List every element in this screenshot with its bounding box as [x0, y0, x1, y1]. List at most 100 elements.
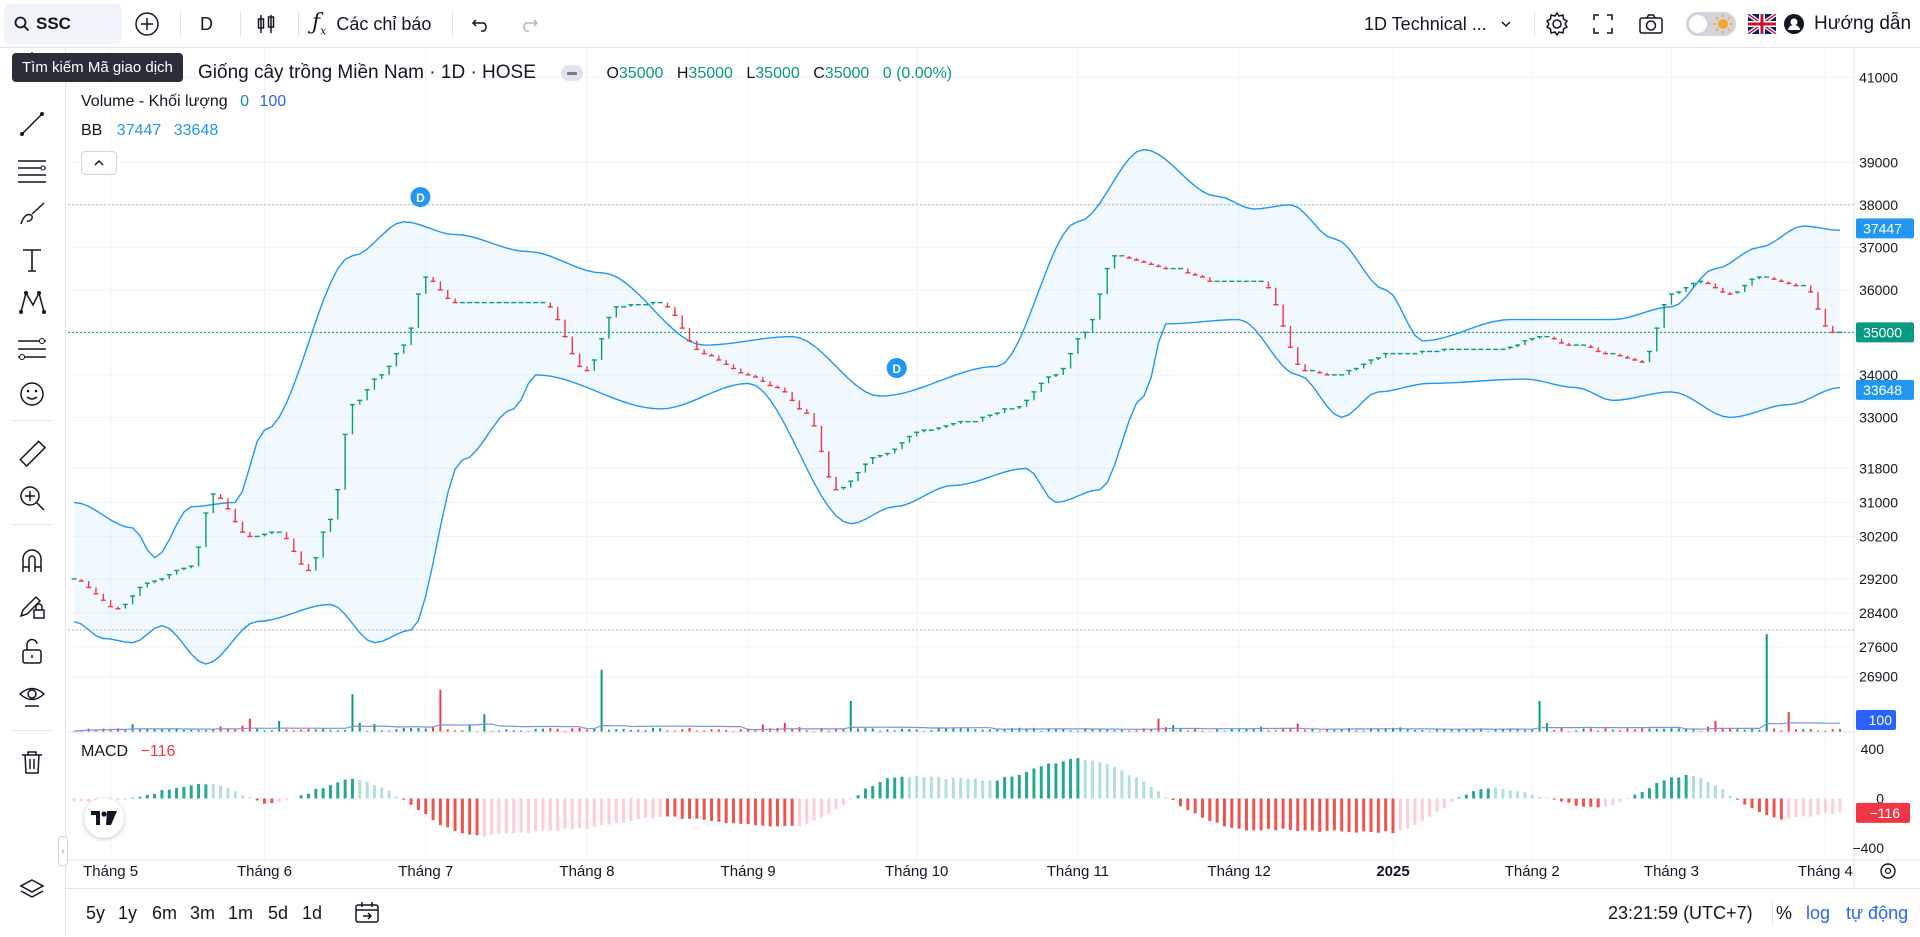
price-axis[interactable]: 4100039000380003700036000350003400033000… [1859, 69, 1898, 684]
indicators-label: Các chỉ báo [336, 13, 432, 34]
bb-lower-value: 33648 [173, 122, 219, 139]
compare-button[interactable] [134, 0, 160, 48]
pencil-lock-icon [19, 595, 45, 619]
chart-type-button[interactable] [254, 0, 278, 48]
text-tool-button[interactable] [14, 242, 50, 278]
auto-scale-button[interactable]: tự động [1846, 902, 1909, 923]
indicators-button[interactable]: ƒx Các chỉ báo [312, 0, 431, 48]
ruler-tool-button[interactable] [14, 436, 50, 472]
range-button-1d[interactable]: 1d [302, 902, 323, 923]
pattern-tool-button[interactable] [14, 284, 50, 320]
guide-button[interactable]: Hướng dẫn [1784, 0, 1911, 48]
pattern-icon [19, 290, 46, 314]
search-tooltip: Tìm kiếm Mã giao dịch [12, 53, 183, 82]
hide-drawings-button[interactable] [14, 678, 50, 714]
dividend-marker-letter: D [416, 191, 425, 205]
price-tick-label: 37000 [1859, 239, 1898, 255]
layout-name: 1D Technical ... [1364, 13, 1487, 34]
emoji-tool-button[interactable] [14, 376, 50, 412]
text-icon [23, 249, 41, 272]
toggle-track [1686, 12, 1736, 36]
price-axis-background [1854, 48, 1920, 888]
range-button-1m[interactable]: 1m [228, 902, 254, 923]
open-label: O [606, 65, 619, 82]
fullscreen-button[interactable] [1592, 0, 1614, 48]
legend-title: Giống cây trồng Miền Nam · 1D · HOSE [198, 62, 536, 83]
stay-drawing-button[interactable] [14, 588, 50, 624]
range-button-3m[interactable]: 3m [190, 902, 216, 923]
redo-button[interactable] [518, 0, 540, 48]
volume-bars [73, 634, 1841, 732]
unlock-icon [22, 638, 42, 664]
bb-label: BB [81, 122, 103, 139]
time-tick-label: 2025 [1376, 863, 1409, 880]
theme-toggle[interactable] [1686, 0, 1736, 48]
fib-tool-button[interactable] [14, 152, 50, 188]
magnet-tool-button[interactable] [14, 542, 50, 578]
language-button[interactable] [1748, 0, 1776, 48]
symbol-search[interactable]: SSC [4, 4, 122, 44]
time-axis[interactable]: Tháng 5 Tháng 6 Tháng 7 Tháng 8 Tháng 9 Tháng… [83, 863, 1853, 880]
collapse-legend-button[interactable] [81, 151, 117, 175]
open-value: 35000 [618, 65, 664, 82]
bb-legend[interactable]: BB 37447 33648 [81, 122, 218, 140]
go-to-date-button[interactable] [354, 889, 380, 937]
range-button-6m[interactable]: 6m [152, 902, 178, 923]
range-button-1y[interactable]: 1y [118, 902, 138, 923]
interval-button[interactable]: D [200, 13, 213, 34]
range-button-5y[interactable]: 5y [86, 902, 106, 923]
bollinger-upper-line [73, 148, 1841, 559]
toggle-knob [1689, 15, 1707, 33]
layout-dropdown[interactable]: 1D Technical ... [1364, 0, 1513, 48]
redo-icon [523, 19, 539, 32]
camera-icon [1639, 14, 1663, 34]
time-axis-settings-button[interactable] [1880, 863, 1896, 879]
time-tick-label: Tháng 12 [1207, 863, 1270, 880]
zoom-tool-button[interactable] [14, 480, 50, 516]
undo-button[interactable] [470, 0, 492, 48]
collapse-toolbar-button[interactable]: ‹ [58, 836, 68, 866]
brush-icon [20, 202, 45, 225]
symbol-legend: Giống cây trồng Miền Nam · 1D · HOSE O35… [198, 62, 952, 84]
uk-flag-icon [1748, 14, 1776, 34]
macd-legend[interactable]: MACD −116 [81, 743, 175, 761]
remove-drawings-button[interactable] [14, 744, 50, 780]
price-tick-label: 29200 [1859, 571, 1898, 587]
settings-button[interactable] [1544, 0, 1570, 48]
macd-badge-label: −116 [1870, 805, 1901, 821]
brush-tool-button[interactable] [14, 196, 50, 232]
time-tick-label: Tháng 2 [1505, 863, 1560, 880]
macd-badge [1856, 802, 1910, 823]
low-label: L [746, 65, 756, 82]
macd-value: −116 [140, 743, 176, 760]
price-badge [1856, 322, 1914, 343]
forecast-tool-button[interactable] [14, 330, 50, 366]
trend-line-tool-button[interactable] [14, 106, 50, 142]
tradingview-logo[interactable] [84, 798, 124, 838]
price-chart[interactable]: 41000 39000 38000 37000 36000 35000 34000 33000… [68, 48, 1920, 888]
range-button-5d[interactable]: 5d [268, 902, 289, 923]
candles-icon [257, 15, 275, 33]
percent-scale-button[interactable]: % [1776, 902, 1793, 923]
volume-legend[interactable]: Volume - Khối lượng 0 100 [81, 93, 286, 111]
horizontal-lines-icon [18, 160, 46, 183]
timezone-clock[interactable]: 23:21:59 (UTC+7) [1608, 902, 1753, 923]
separator [1534, 12, 1535, 36]
price-tick-label: 30200 [1859, 528, 1898, 544]
object-tree-button[interactable] [14, 872, 50, 908]
layers-icon [19, 879, 45, 898]
volume-value-1: 0 [240, 93, 249, 110]
snapshot-button[interactable] [1638, 0, 1664, 48]
price-tick-label: 41000 [1859, 69, 1898, 85]
sun-icon [1713, 14, 1733, 34]
guide-label: Hướng dẫn [1814, 13, 1912, 34]
log-scale-button[interactable]: log [1806, 902, 1831, 923]
macd-axis[interactable]: 400 0 −400 −116 [1852, 741, 1910, 856]
smiley-icon [20, 382, 44, 406]
bollinger-band-fill [74, 149, 1840, 664]
forecast-icon [18, 338, 46, 360]
dividend-markers[interactable]: DD [410, 187, 907, 378]
gear-icon-center [1884, 867, 1892, 875]
lock-drawings-button[interactable] [14, 634, 50, 670]
time-tick-label: Tháng 4 [1798, 863, 1853, 880]
